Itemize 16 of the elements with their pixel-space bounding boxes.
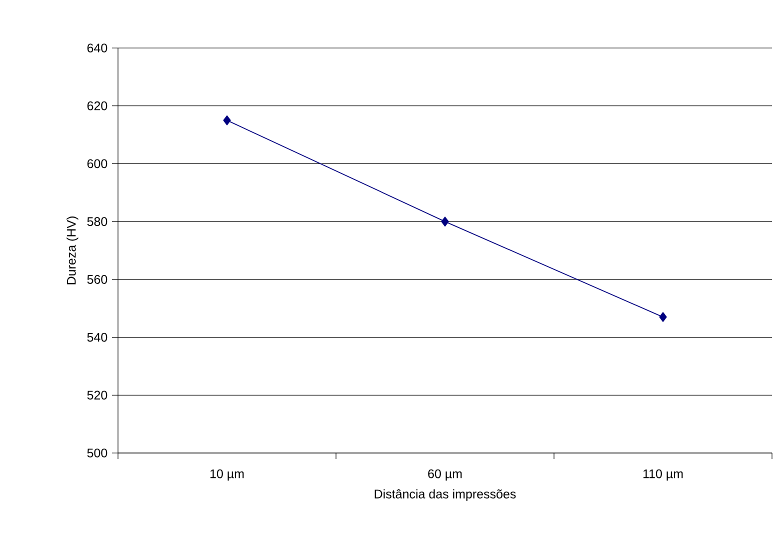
point: [223, 115, 231, 126]
y-axis-title: Dureza (HV): [66, 216, 78, 284]
y-tick-label: 620: [87, 101, 108, 110]
point: [441, 216, 449, 226]
x-tick-label: 110 µm: [643, 469, 683, 481]
point: [659, 312, 667, 322]
y-tick-label: 560: [87, 274, 108, 284]
y-tick-label: 500: [87, 448, 108, 458]
x-tick-label: 60 µm: [428, 469, 462, 481]
x-tick-label: 10 µm: [210, 469, 244, 481]
y-tick-label: 600: [87, 159, 108, 168]
x-axis-title: Distância das impressões: [374, 489, 516, 501]
y-tick-label: 540: [87, 332, 108, 342]
y-tick-label: 520: [87, 390, 108, 400]
y-tick-label: 580: [87, 217, 108, 226]
y-tick-label: 640: [87, 44, 108, 52]
